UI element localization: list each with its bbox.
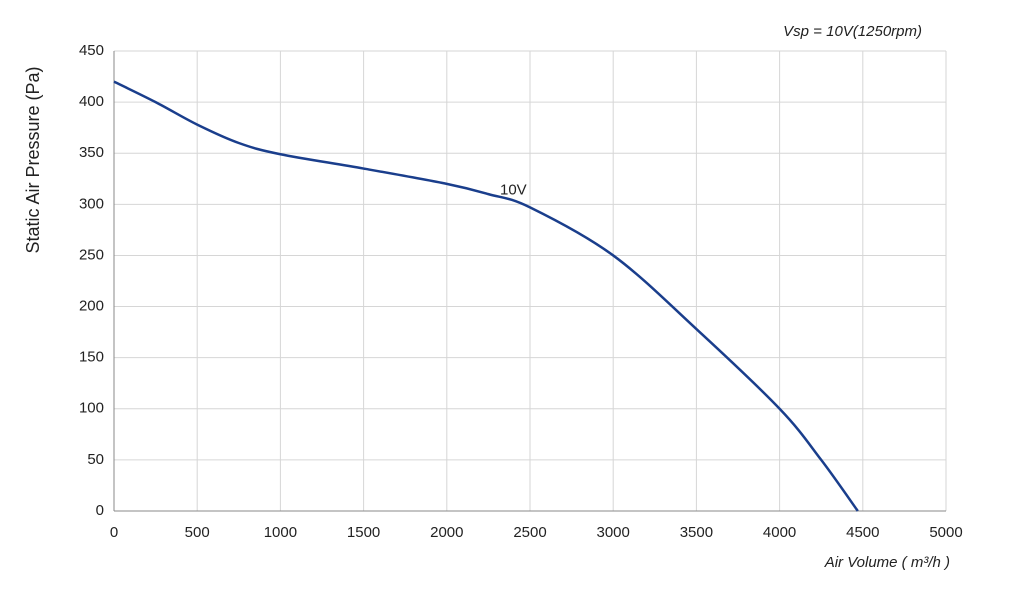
x-tick-label: 3500	[680, 524, 713, 541]
x-tick-label: 1000	[264, 524, 297, 541]
y-tick-label: 350	[79, 144, 104, 161]
x-axis-label: Air Volume ( m³/h )	[824, 554, 950, 571]
y-tick-label: 400	[79, 93, 104, 110]
x-tick-label: 2000	[430, 524, 463, 541]
y-tick-label: 250	[79, 246, 104, 263]
x-tick-label: 500	[185, 524, 210, 541]
y-tick-label: 100	[79, 400, 104, 417]
y-tick-label: 200	[79, 298, 104, 315]
data-line	[113, 80, 859, 512]
x-tick-label: 0	[110, 524, 118, 541]
y-tick-label: 50	[87, 451, 104, 468]
y-tick-label: 0	[96, 502, 104, 519]
y-tick-label: 150	[79, 349, 104, 366]
series-label: 10V	[500, 181, 527, 198]
y-axis-label: Static Air Pressure (Pa)	[23, 66, 43, 253]
x-tick-label: 4000	[763, 524, 796, 541]
x-tick-label: 3000	[597, 524, 630, 541]
x-tick-label: 1500	[347, 524, 380, 541]
y-tick-label: 300	[79, 195, 104, 212]
x-tick-label: 4500	[846, 524, 879, 541]
x-tick-label: 2500	[513, 524, 546, 541]
x-tick-label: 5000	[929, 524, 962, 541]
y-tick-label: 450	[79, 42, 104, 59]
chart-subtitle: Vsp = 10V(1250rpm)	[783, 23, 922, 40]
